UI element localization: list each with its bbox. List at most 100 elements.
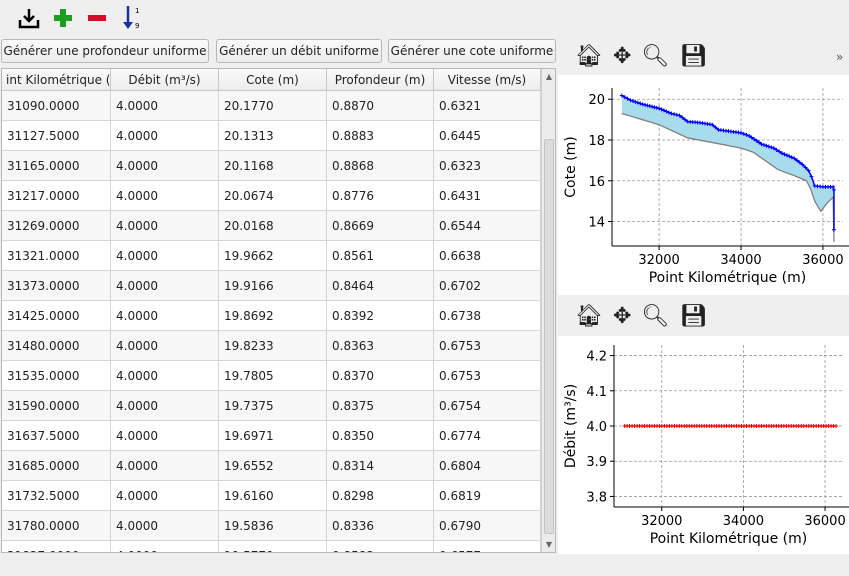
table-cell[interactable]: 0.8370 [327,361,434,390]
table-cell[interactable]: 0.8464 [327,271,434,300]
table-cell[interactable]: 0.8868 [327,151,434,180]
table-cell[interactable]: 31780.0000 [2,511,111,540]
column-header-flow[interactable]: Débit (m³/s) [111,69,219,90]
table-cell[interactable]: 31321.0000 [2,241,111,270]
table-cell[interactable]: 20.0674 [219,181,327,210]
table-cell[interactable]: 4.0000 [111,271,219,300]
table-cell[interactable]: 0.8314 [327,451,434,480]
table-cell[interactable]: 4.0000 [111,151,219,180]
table-cell[interactable]: 31373.0000 [2,271,111,300]
table-cell[interactable]: 0.6790 [434,511,541,540]
table-cell[interactable]: 0.6753 [434,331,541,360]
table-cell[interactable]: 0.8350 [327,421,434,450]
table-cell[interactable]: 0.6819 [434,481,541,510]
table-cell[interactable]: 4.0000 [111,511,219,540]
generate-uniform-depth-button[interactable]: Générer une profondeur uniforme [1,39,209,63]
table-cell[interactable]: 0.6738 [434,301,541,330]
table-cell[interactable]: 0.6754 [434,391,541,420]
table-cell[interactable]: 0.6321 [434,91,541,120]
generate-uniform-flow-button[interactable]: Générer un débit uniforme [216,39,382,63]
table-cell[interactable]: 20.1770 [219,91,327,120]
table-cell[interactable]: 4.0000 [111,331,219,360]
table-row[interactable]: 31090.0000 4.0000 20.1770 0.8870 0.6321 [2,91,541,121]
table-cell[interactable]: 4.0000 [111,301,219,330]
table-cell[interactable]: 31590.0000 [2,391,111,420]
table-cell[interactable]: 0.8561 [327,241,434,270]
table-cell[interactable]: 19.5770 [219,541,327,552]
column-header-elevation[interactable]: Cote (m) [219,69,327,90]
table-cell[interactable]: 0.6804 [434,451,541,480]
table-cell[interactable]: 31217.0000 [2,181,111,210]
home-icon[interactable]: 🏠︎ [575,304,603,329]
table-cell[interactable]: 31637.5000 [2,421,111,450]
table-cell[interactable]: 0.8776 [327,181,434,210]
table-cell[interactable]: 31425.0000 [2,301,111,330]
table-row[interactable]: 31732.5000 4.0000 19.6160 0.8298 0.6819 [2,481,541,511]
table-cell[interactable]: 0.6702 [434,271,541,300]
table-cell[interactable]: 4.0000 [111,91,219,120]
table-cell[interactable]: 0.8870 [327,91,434,120]
table-cell[interactable]: 4.0000 [111,181,219,210]
table-row[interactable]: 31780.0000 4.0000 19.5836 0.8336 0.6790 [2,511,541,541]
table-cell[interactable]: 19.6160 [219,481,327,510]
table-cell[interactable]: 4.0000 [111,121,219,150]
table-row[interactable]: 31685.0000 4.0000 19.6552 0.8314 0.6804 [2,451,541,481]
table-cell[interactable]: 20.0168 [219,211,327,240]
table-cell[interactable]: 19.7805 [219,361,327,390]
table-cell[interactable]: 19.9166 [219,271,327,300]
table-cell[interactable]: 31732.5000 [2,481,111,510]
table-cell[interactable]: 19.6552 [219,451,327,480]
table-cell[interactable]: 31480.0000 [2,331,111,360]
table-cell[interactable]: 0.6577 [434,541,541,552]
zoom-icon[interactable]: 🔍︎ [641,44,670,69]
table-cell[interactable]: 0.6445 [434,121,541,150]
table-cell[interactable]: 4.0000 [111,361,219,390]
table-cell[interactable]: 19.6971 [219,421,327,450]
table-cell[interactable]: 0.6544 [434,211,541,240]
table-cell[interactable]: 0.6431 [434,181,541,210]
column-header-depth[interactable]: Profondeur (m) [327,69,434,90]
vertical-scrollbar[interactable]: ▲ ▼ [541,69,555,552]
table-row[interactable]: 31535.0000 4.0000 19.7805 0.8370 0.6753 [2,361,541,391]
table-cell[interactable]: 0.8669 [327,211,434,240]
table-cell[interactable]: 0.8375 [327,391,434,420]
table-cell[interactable]: 4.0000 [111,241,219,270]
table-cell[interactable]: 4.0000 [111,541,219,552]
table-cell[interactable]: 4.0000 [111,421,219,450]
table-row[interactable]: 31269.0000 4.0000 20.0168 0.8669 0.6544 [2,211,541,241]
table-cell[interactable]: 0.6638 [434,241,541,270]
table-cell[interactable]: 0.8392 [327,301,434,330]
table-cell[interactable]: 4.0000 [111,481,219,510]
table-row[interactable]: 31590.0000 4.0000 19.7375 0.8375 0.6754 [2,391,541,421]
table-row[interactable]: 31321.0000 4.0000 19.9662 0.8561 0.6638 [2,241,541,271]
table-row[interactable]: 31425.0000 4.0000 19.8692 0.8392 0.6738 [2,301,541,331]
table-row[interactable]: 31480.0000 4.0000 19.8233 0.8363 0.6753 [2,331,541,361]
table-cell[interactable]: 0.6753 [434,361,541,390]
pan-icon[interactable]: ✥ [612,44,632,69]
zoom-icon[interactable]: 🔍︎ [641,304,670,329]
table-row[interactable]: 31165.0000 4.0000 20.1168 0.8868 0.6323 [2,151,541,181]
table-cell[interactable]: 19.8233 [219,331,327,360]
scrollbar-thumb[interactable] [544,139,554,534]
table-row[interactable]: 31373.0000 4.0000 19.9166 0.8464 0.6702 [2,271,541,301]
table-cell[interactable]: 4.0000 [111,211,219,240]
column-header-velocity[interactable]: Vitesse (m/s) [434,69,541,90]
table-cell[interactable]: 0.6323 [434,151,541,180]
table-cell[interactable]: 31685.0000 [2,451,111,480]
scroll-down-arrow-icon[interactable]: ▼ [545,540,553,549]
generate-uniform-elevation-button[interactable]: Générer une cote uniforme [388,39,556,63]
column-header-pk[interactable]: int Kilométrique ( [2,69,111,90]
table-cell[interactable]: 31827.0000 [2,541,111,552]
table-cell[interactable]: 0.8298 [327,481,434,510]
remove-row-icon[interactable] [84,5,110,31]
table-cell[interactable]: 19.9662 [219,241,327,270]
save-icon[interactable]: 💾︎ [679,44,708,69]
table-row[interactable]: 31127.5000 4.0000 20.1313 0.8883 0.6445 [2,121,541,151]
table-row[interactable]: 31217.0000 4.0000 20.0674 0.8776 0.6431 [2,181,541,211]
home-icon[interactable]: 🏠︎ [575,44,603,69]
table-cell[interactable]: 31090.0000 [2,91,111,120]
table-cell[interactable]: 4.0000 [111,391,219,420]
table-cell[interactable]: 31165.0000 [2,151,111,180]
